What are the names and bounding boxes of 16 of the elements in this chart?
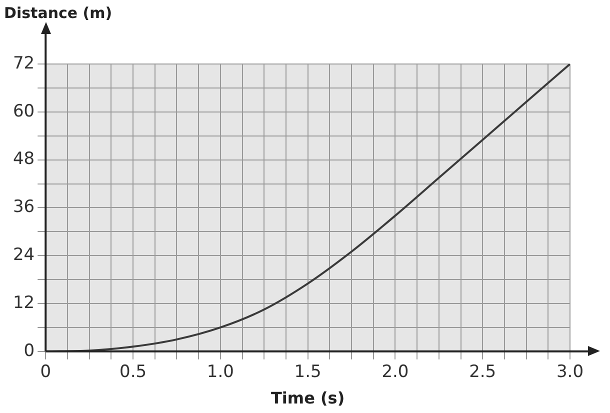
y-tick-label: 72 [12,53,35,74]
x-tick-label: 3.0 [556,362,584,382]
y-tick-label: 60 [12,101,35,122]
x-tick-label: 1.0 [206,362,234,382]
y-tick-label: 36 [12,197,35,218]
y-axis-title: Distance (m) [4,4,112,22]
y-tick-label: 12 [12,292,35,313]
x-tick-label: 0.5 [120,362,147,382]
x-tick-label: 0 [40,362,52,382]
x-tick-label: 2.5 [469,362,496,382]
y-tick-label: 0 [24,340,35,361]
x-tick-label: 2.0 [382,362,409,382]
x-axis-title: Time (s) [270,388,345,408]
y-tick-label: 24 [12,245,35,266]
x-tick-label: 1.5 [294,362,322,382]
y-tick-label: 48 [12,149,35,170]
